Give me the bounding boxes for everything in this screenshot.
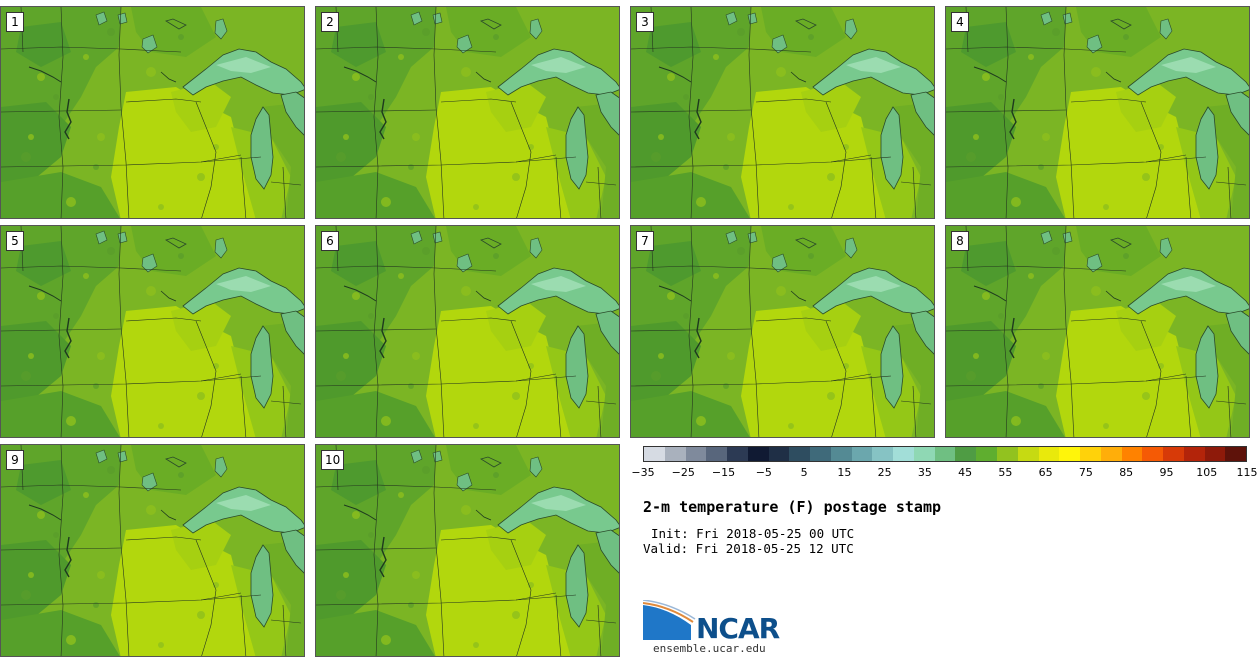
colorbar-cell [1183,447,1205,461]
colorbar-tick-label: 45 [958,466,973,479]
panel-9: 9 [0,444,305,657]
temperature-map [946,226,1249,437]
colorbar-cell [934,447,956,461]
colorbar-cell [747,447,769,461]
colorbar-cell [1080,447,1101,461]
website-url: ensemble.ucar.edu [653,642,766,655]
panel-2: 2 [315,6,620,219]
panel-label: 4 [951,12,969,32]
colorbar-cell [1121,447,1143,461]
colorbar-tick-label: 55 [998,466,1013,479]
logo-text: NCAR [696,612,780,645]
panel-5: 5 [0,225,305,438]
colorbar-cell [851,447,873,461]
colorbar-cell [1038,447,1060,461]
panel-label: 6 [321,231,339,251]
temperature-map [1,445,304,656]
panel-6: 6 [315,225,620,438]
temperature-map [631,7,934,218]
panel-8: 8 [945,225,1250,438]
colorbar-cell [872,447,894,461]
panel-label: 7 [636,231,654,251]
colorbar-cell [1142,447,1164,461]
colorbar-cell [810,447,831,461]
colorbar-tick-label: 95 [1159,466,1174,479]
colorbar-tick-label: 75 [1078,466,1093,479]
colorbar-tick-label: 15 [837,466,852,479]
colorbar-cell [913,447,935,461]
colorbar-tick-label: 115 [1236,466,1258,479]
valid-time: Valid: Fri 2018-05-25 12 UTC [643,541,854,556]
colorbar-cell [976,447,998,461]
colorbar-cell [830,447,852,461]
chart-title: 2-m temperature (F) postage stamp [643,498,942,516]
colorbar-tick-label: 105 [1196,466,1218,479]
panel-label: 5 [6,231,24,251]
colorbar-cell [955,447,977,461]
temperature-map [316,226,619,437]
panel-label: 3 [636,12,654,32]
colorbar-cell [644,447,665,461]
temperature-map [1,226,304,437]
colorbar-ticks: −35 −25 −15 −5 5 15 25 35 45 55 65 75 85 95 105 115 [631,466,1257,480]
panel-label: 8 [951,231,969,251]
colorbar-cell [1163,447,1184,461]
init-time: Init: Fri 2018-05-25 00 UTC [651,526,855,541]
panel-label: 9 [6,450,24,470]
ncar-logo-icon [643,600,696,640]
colorbar-tick-label: 65 [1038,466,1053,479]
colorbar-tick-label: 25 [877,466,892,479]
colorbar-cell [768,447,790,461]
colorbar-tick-label: −15 [711,466,736,479]
panel-label: 10 [321,450,345,470]
colorbar [643,446,1247,462]
colorbar-cell [893,447,914,461]
panel-3: 3 [630,6,935,219]
colorbar-cell [685,447,707,461]
temperature-map [1,7,304,218]
colorbar-tick-label: −35 [631,466,655,479]
temperature-map [946,7,1249,218]
colorbar-tick-label: 5 [800,466,808,479]
temperature-map [316,7,619,218]
colorbar-cell [997,447,1018,461]
colorbar-tick-label: 85 [1119,466,1134,479]
panel-1: 1 [0,6,305,219]
panel-10: 10 [315,444,620,657]
colorbar-cell [727,447,748,461]
temperature-map [316,445,619,656]
colorbar-tick-label: 35 [917,466,932,479]
colorbar-cell [1100,447,1122,461]
colorbar-tick-label: −25 [671,466,695,479]
panel-label: 1 [6,12,24,32]
colorbar-cell [664,447,686,461]
temperature-map [631,226,934,437]
panel-4: 4 [945,6,1250,219]
panel-7: 7 [630,225,935,438]
colorbar-cell [1225,447,1247,461]
colorbar-cell [706,447,728,461]
colorbar-cell [789,447,811,461]
panel-label: 2 [321,12,339,32]
colorbar-cell [1017,447,1039,461]
colorbar-cell [1059,447,1081,461]
colorbar-tick-label: −5 [755,466,772,479]
colorbar-cell [1204,447,1226,461]
